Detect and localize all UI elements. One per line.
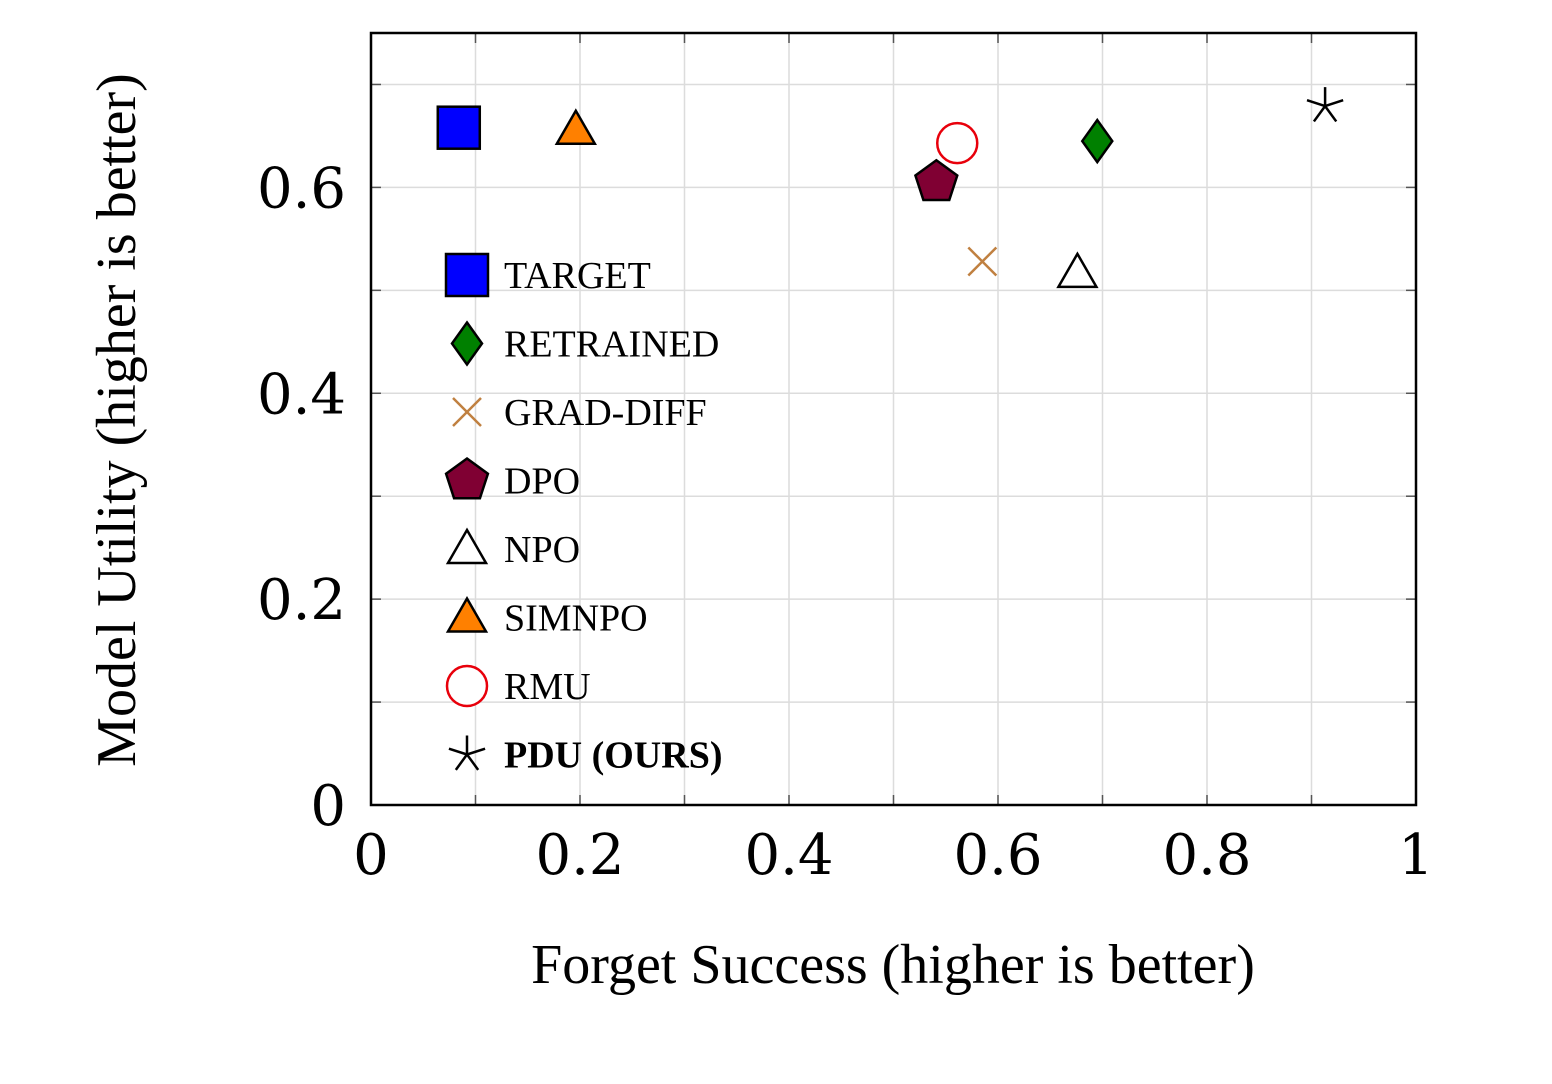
star-marker-stroke [454, 753, 469, 771]
legend-label: PDU (OURS) [504, 735, 722, 777]
data-point-target [436, 105, 482, 150]
legend-marker-pdu-ours [448, 735, 486, 771]
pentagon-marker-shape [913, 158, 959, 202]
star-marker-stroke [1324, 105, 1338, 123]
data-point-pdu-ours [1306, 87, 1344, 123]
y-tick-label: 0.6 [257, 156, 346, 221]
legend-marker-dpo [444, 456, 490, 500]
star-marker-stroke [465, 753, 480, 771]
marker-layer [436, 87, 1344, 289]
legend-marker-rmu [445, 664, 489, 708]
legend-label: DPO [504, 461, 580, 503]
data-point-npo [1056, 251, 1099, 289]
legend-marker-npo [445, 527, 489, 565]
diamond-marker-shape [1080, 117, 1114, 165]
x-tick-label: 0 [353, 823, 389, 888]
x-axis-label: Forget Success (higher is better) [531, 934, 1255, 996]
legend-item-dpo: DPO [444, 456, 580, 503]
star-marker-stroke [1312, 105, 1327, 123]
legend-item-rmu: RMU [445, 664, 591, 708]
triangle-marker-shape [445, 595, 489, 633]
legend-marker-grad-diff [452, 397, 482, 427]
star-marker-stroke [448, 747, 468, 756]
tick-layer: 0 0.2 0.4 0.6 0.8 1 0 0.2 0.4 0.6 [257, 33, 1434, 888]
legend-label: GRAD-DIFF [504, 392, 707, 434]
legend-item-pdu-ours: PDU (OURS) [448, 735, 722, 777]
data-point-simnpo [554, 108, 597, 146]
data-point-retrained [1080, 117, 1114, 165]
square-marker-shape [444, 252, 490, 298]
data-point-rmu [935, 121, 979, 165]
legend-item-retrained: RETRAINED [450, 320, 719, 367]
y-axis-label: Model Utility (higher is better) [86, 73, 148, 767]
triangle-marker-shape [554, 108, 597, 146]
y-tick-label: 0.2 [257, 568, 346, 633]
star-marker-stroke [1324, 99, 1344, 108]
cross-marker-stroke [967, 246, 998, 277]
legend-label: SIMNPO [504, 598, 648, 640]
legend-item-simnpo: SIMNPO [445, 595, 648, 640]
x-tick-label: 0.4 [744, 823, 833, 888]
x-tick-label: 1 [1398, 823, 1434, 888]
legend-item-npo: NPO [445, 527, 580, 571]
legend-item-target: TARGET [444, 252, 651, 298]
star-marker-stroke [1306, 99, 1326, 108]
legend-label: TARGET [504, 255, 651, 297]
legend-label: NPO [504, 529, 580, 571]
cross-marker-stroke [452, 397, 482, 427]
square-marker-shape [436, 105, 482, 150]
legend-label: RMU [504, 666, 591, 708]
circle-marker-shape [445, 664, 489, 708]
star-marker-stroke [466, 747, 486, 756]
triangle-marker-shape [1056, 251, 1099, 289]
data-point-dpo [913, 158, 959, 202]
pentagon-marker-shape [444, 456, 490, 500]
legend-marker-target [444, 252, 490, 298]
legend: TARGET RETRAINED GRAD-DIFF DPO NPO SIMNPO RMU P… [444, 252, 722, 777]
circle-marker-shape [935, 121, 979, 165]
x-tick-label: 0.6 [953, 823, 1042, 888]
legend-label: RETRAINED [504, 324, 719, 366]
x-tick-label: 0.2 [535, 823, 624, 888]
legend-item-grad-diff: GRAD-DIFF [452, 392, 707, 434]
x-tick-label: 0.8 [1162, 823, 1251, 888]
legend-marker-retrained [450, 320, 484, 367]
triangle-marker-shape [445, 527, 489, 565]
plot-frame [369, 31, 1418, 807]
y-tick-label: 0 [310, 774, 346, 839]
legend-marker-simnpo [445, 595, 489, 633]
y-tick-label: 0.4 [257, 362, 346, 427]
diamond-marker-shape [450, 320, 484, 367]
data-point-grad-diff [967, 246, 998, 277]
